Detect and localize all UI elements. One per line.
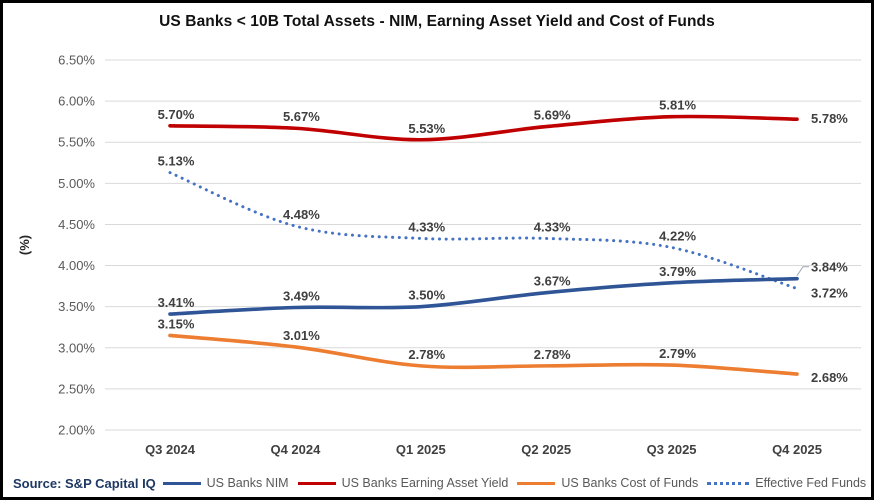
chart-canvas: 2.00% 2.50% 3.00% 3.50% 4.00% 4.50% 5.00% 5.50%… [17,53,861,457]
y-tick-label: 2.00% [58,423,95,438]
legend-swatch-solid-line [517,481,556,485]
data-label-effective-fed-funds: 4.22% [659,228,696,243]
x-tick-label: Q1 2025 [396,442,446,457]
x-tick-label: Q3 2025 [647,442,697,457]
y-tick-label: 6.50% [58,53,95,68]
data-label-us-banks-cost-of-funds: 3.15% [158,316,195,331]
legend-swatch-dotted-line [707,481,750,485]
y-tick-label: 5.50% [58,135,95,150]
series-line-us-banks-earning-asset-yield [168,114,799,142]
legend-label: US Banks Cost of Funds [561,476,699,490]
data-label-us-banks-nim: 3.49% [283,288,320,303]
data-label-us-banks-cost-of-funds: 2.68% [811,370,848,385]
legend-label: US Banks Earning Asset Yield [341,476,509,490]
y-tick-label: 6.00% [58,94,95,109]
series-line-effective-fed-funds [168,171,799,291]
chart-footer: Source: S&P Capital IQ US Banks NIM US Ba… [13,470,866,496]
x-tick-label: Q4 2025 [772,442,822,457]
y-tick-label: 3.00% [58,340,95,355]
data-label-us-banks-cost-of-funds: 2.78% [534,347,571,362]
legend-item-effective-fed-funds: Effective Fed Funds [707,476,866,490]
data-label-effective-fed-funds: 4.33% [534,219,571,234]
data-label-effective-fed-funds: 3.72% [811,286,848,301]
data-label-us-banks-cost-of-funds: 2.79% [659,346,696,361]
data-label-us-banks-nim: 3.84% [811,260,848,275]
y-axis-title: (%) [17,235,32,255]
data-label-us-banks-earning-asset-yield: 5.69% [534,108,571,123]
legend-item-us-banks-cost-of-funds: US Banks Cost of Funds [517,476,698,490]
data-label-us-banks-nim: 3.41% [158,295,195,310]
x-tick-label: Q4 2024 [270,442,321,457]
legend-item-us-banks-earning-asset-yield: US Banks Earning Asset Yield [297,476,509,490]
y-tick-label: 3.50% [58,299,95,314]
data-label-us-banks-earning-asset-yield: 5.78% [811,111,848,126]
y-tick-label: 5.00% [58,176,95,191]
data-label-effective-fed-funds: 5.13% [158,154,195,169]
label-leader-line [796,266,809,276]
data-label-effective-fed-funds: 4.33% [408,219,445,234]
legend-swatch-solid-line [297,481,336,485]
data-label-us-banks-nim: 3.79% [659,264,696,279]
series-line-us-banks-cost-of-funds [168,333,799,376]
legend-label: Effective Fed Funds [755,476,867,490]
legend: US Banks NIM US Banks Earning Asset Yield… [162,476,866,490]
data-label-us-banks-earning-asset-yield: 5.81% [659,98,696,113]
data-label-us-banks-earning-asset-yield: 5.67% [283,109,320,124]
data-label-us-banks-nim: 3.50% [408,288,445,303]
data-label-us-banks-cost-of-funds: 2.78% [408,347,445,362]
y-tick-label: 2.50% [58,381,95,396]
chart-title: US Banks < 10B Total Assets - NIM, Earni… [159,13,715,30]
legend-label: US Banks NIM [206,476,289,490]
data-label-effective-fed-funds: 4.48% [283,207,320,222]
x-tick-label: Q3 2024 [145,442,196,457]
x-tick-label: Q2 2025 [521,442,571,457]
series-line-us-banks-nim [168,276,799,316]
legend-item-us-banks-nim: US Banks NIM [162,476,289,490]
data-label-us-banks-earning-asset-yield: 5.70% [158,107,195,122]
source-label: Source: S&P Capital IQ [13,475,156,491]
data-label-us-banks-earning-asset-yield: 5.53% [408,121,445,136]
y-tick-label: 4.00% [58,258,95,273]
data-label-us-banks-nim: 3.67% [534,274,571,289]
legend-swatch-solid-line [162,481,201,485]
y-tick-label: 4.50% [58,217,95,232]
data-label-us-banks-cost-of-funds: 3.01% [283,328,320,343]
